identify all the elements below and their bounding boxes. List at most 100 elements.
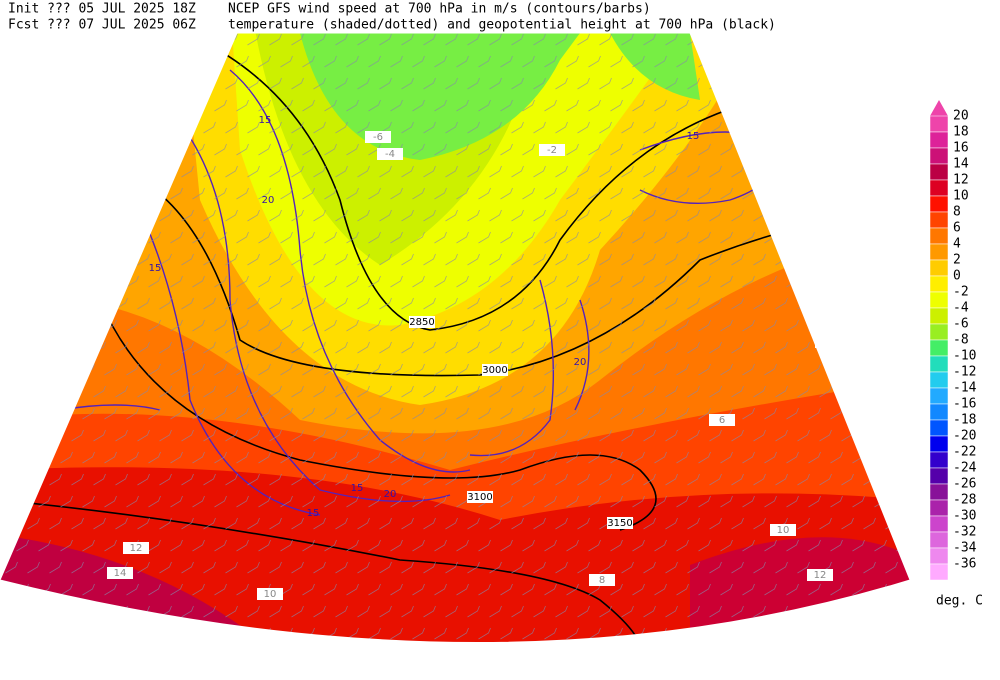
wind-barb xyxy=(357,429,370,442)
wind-barb xyxy=(159,209,172,222)
wind-barb xyxy=(698,319,711,332)
wind-barb xyxy=(203,165,216,178)
wind-barb xyxy=(434,583,447,596)
wind-barb xyxy=(126,407,139,420)
wind-barb xyxy=(368,627,381,640)
colorbar-box xyxy=(929,163,949,181)
wind-barb xyxy=(665,605,678,618)
wind-barb xyxy=(357,385,370,398)
wind-barb xyxy=(852,407,865,420)
wind-barb xyxy=(115,121,128,134)
wind-label: 15 xyxy=(307,508,320,519)
wind-barb xyxy=(709,253,722,266)
wind-barb xyxy=(115,33,128,46)
wind-barb xyxy=(456,407,469,420)
wind-barb xyxy=(643,517,656,530)
wind-barb xyxy=(665,209,678,222)
wind-barb xyxy=(203,561,216,574)
wind-barb xyxy=(907,429,910,442)
wind-barb xyxy=(236,143,249,156)
wind-barb xyxy=(676,319,689,332)
wind-barb xyxy=(555,517,568,530)
wind-barb xyxy=(5,253,18,266)
wind-barb xyxy=(468,650,480,661)
colorbar-box xyxy=(929,275,949,293)
wind-barb xyxy=(456,627,469,640)
wind-barb xyxy=(885,341,898,354)
wind-barb xyxy=(798,650,810,661)
wind-barb xyxy=(247,33,260,46)
wind-barb xyxy=(5,473,18,486)
wind-barb xyxy=(698,99,711,112)
wind-barb xyxy=(159,561,172,574)
wind-barb xyxy=(49,33,62,46)
colorbar-box xyxy=(929,291,949,309)
wind-barb xyxy=(424,650,436,661)
wind-barb xyxy=(346,99,359,112)
wind-barb xyxy=(819,297,832,310)
wind-barb xyxy=(192,143,205,156)
wind-barb xyxy=(610,407,623,420)
wind-barb xyxy=(808,99,821,112)
wind-barb xyxy=(511,209,524,222)
wind-barb xyxy=(786,55,799,68)
wind-barb xyxy=(214,275,227,288)
wind-barb xyxy=(302,55,315,68)
wind-barb xyxy=(214,363,227,376)
wind-barb xyxy=(60,55,73,68)
wind-barb xyxy=(126,143,139,156)
wind-barb xyxy=(247,429,260,442)
wind-barb xyxy=(357,605,370,618)
wind-barb xyxy=(160,650,172,661)
colorbar-label: 18 xyxy=(953,125,969,140)
wind-label: 15 xyxy=(149,263,162,274)
wind-barb xyxy=(588,319,601,332)
label-box xyxy=(409,316,435,328)
wind-barb xyxy=(335,209,348,222)
wind-barb xyxy=(104,99,117,112)
wind-barb xyxy=(555,429,568,442)
wind-barb xyxy=(654,583,667,596)
wind-barb xyxy=(137,77,150,90)
colorbar-label: 12 xyxy=(953,173,969,188)
wind-barb xyxy=(456,55,469,68)
wind-barb xyxy=(60,275,73,288)
wind-barb xyxy=(599,121,612,134)
wind-barb xyxy=(754,650,766,661)
wind-barb xyxy=(412,55,425,68)
wind-barb xyxy=(511,121,524,134)
wind-barb xyxy=(313,297,326,310)
wind-barb xyxy=(357,77,370,90)
wind-barb xyxy=(302,231,315,244)
wind-barb xyxy=(214,583,227,596)
wind-barb xyxy=(709,165,722,178)
wind-barb xyxy=(60,319,73,332)
wind-barb xyxy=(533,165,546,178)
wind-barb xyxy=(644,650,656,661)
wind-barb xyxy=(797,253,810,266)
wind-barb xyxy=(720,451,733,464)
wind-barb xyxy=(511,429,524,442)
wind-barb xyxy=(786,99,799,112)
wind-barb xyxy=(38,99,51,112)
wind-barb xyxy=(50,650,62,661)
wind-barb xyxy=(907,605,910,618)
wind-barb xyxy=(500,231,513,244)
wind-barb xyxy=(676,231,689,244)
wind-barb xyxy=(379,33,392,46)
colorbar-label: 20 xyxy=(953,109,969,124)
wind-barb xyxy=(907,33,910,46)
wind-barb xyxy=(137,341,150,354)
wind-barb xyxy=(181,341,194,354)
wind-barb xyxy=(544,583,557,596)
wind-barb xyxy=(852,99,865,112)
wind-barb xyxy=(874,231,887,244)
wind-barb xyxy=(379,253,392,266)
wind-barb xyxy=(720,187,733,200)
wind-barb xyxy=(753,253,766,266)
wind-barb xyxy=(786,495,799,508)
wind-barb xyxy=(313,165,326,178)
wind-barb xyxy=(665,33,678,46)
wind-barb xyxy=(170,407,183,420)
label-box xyxy=(467,491,493,503)
